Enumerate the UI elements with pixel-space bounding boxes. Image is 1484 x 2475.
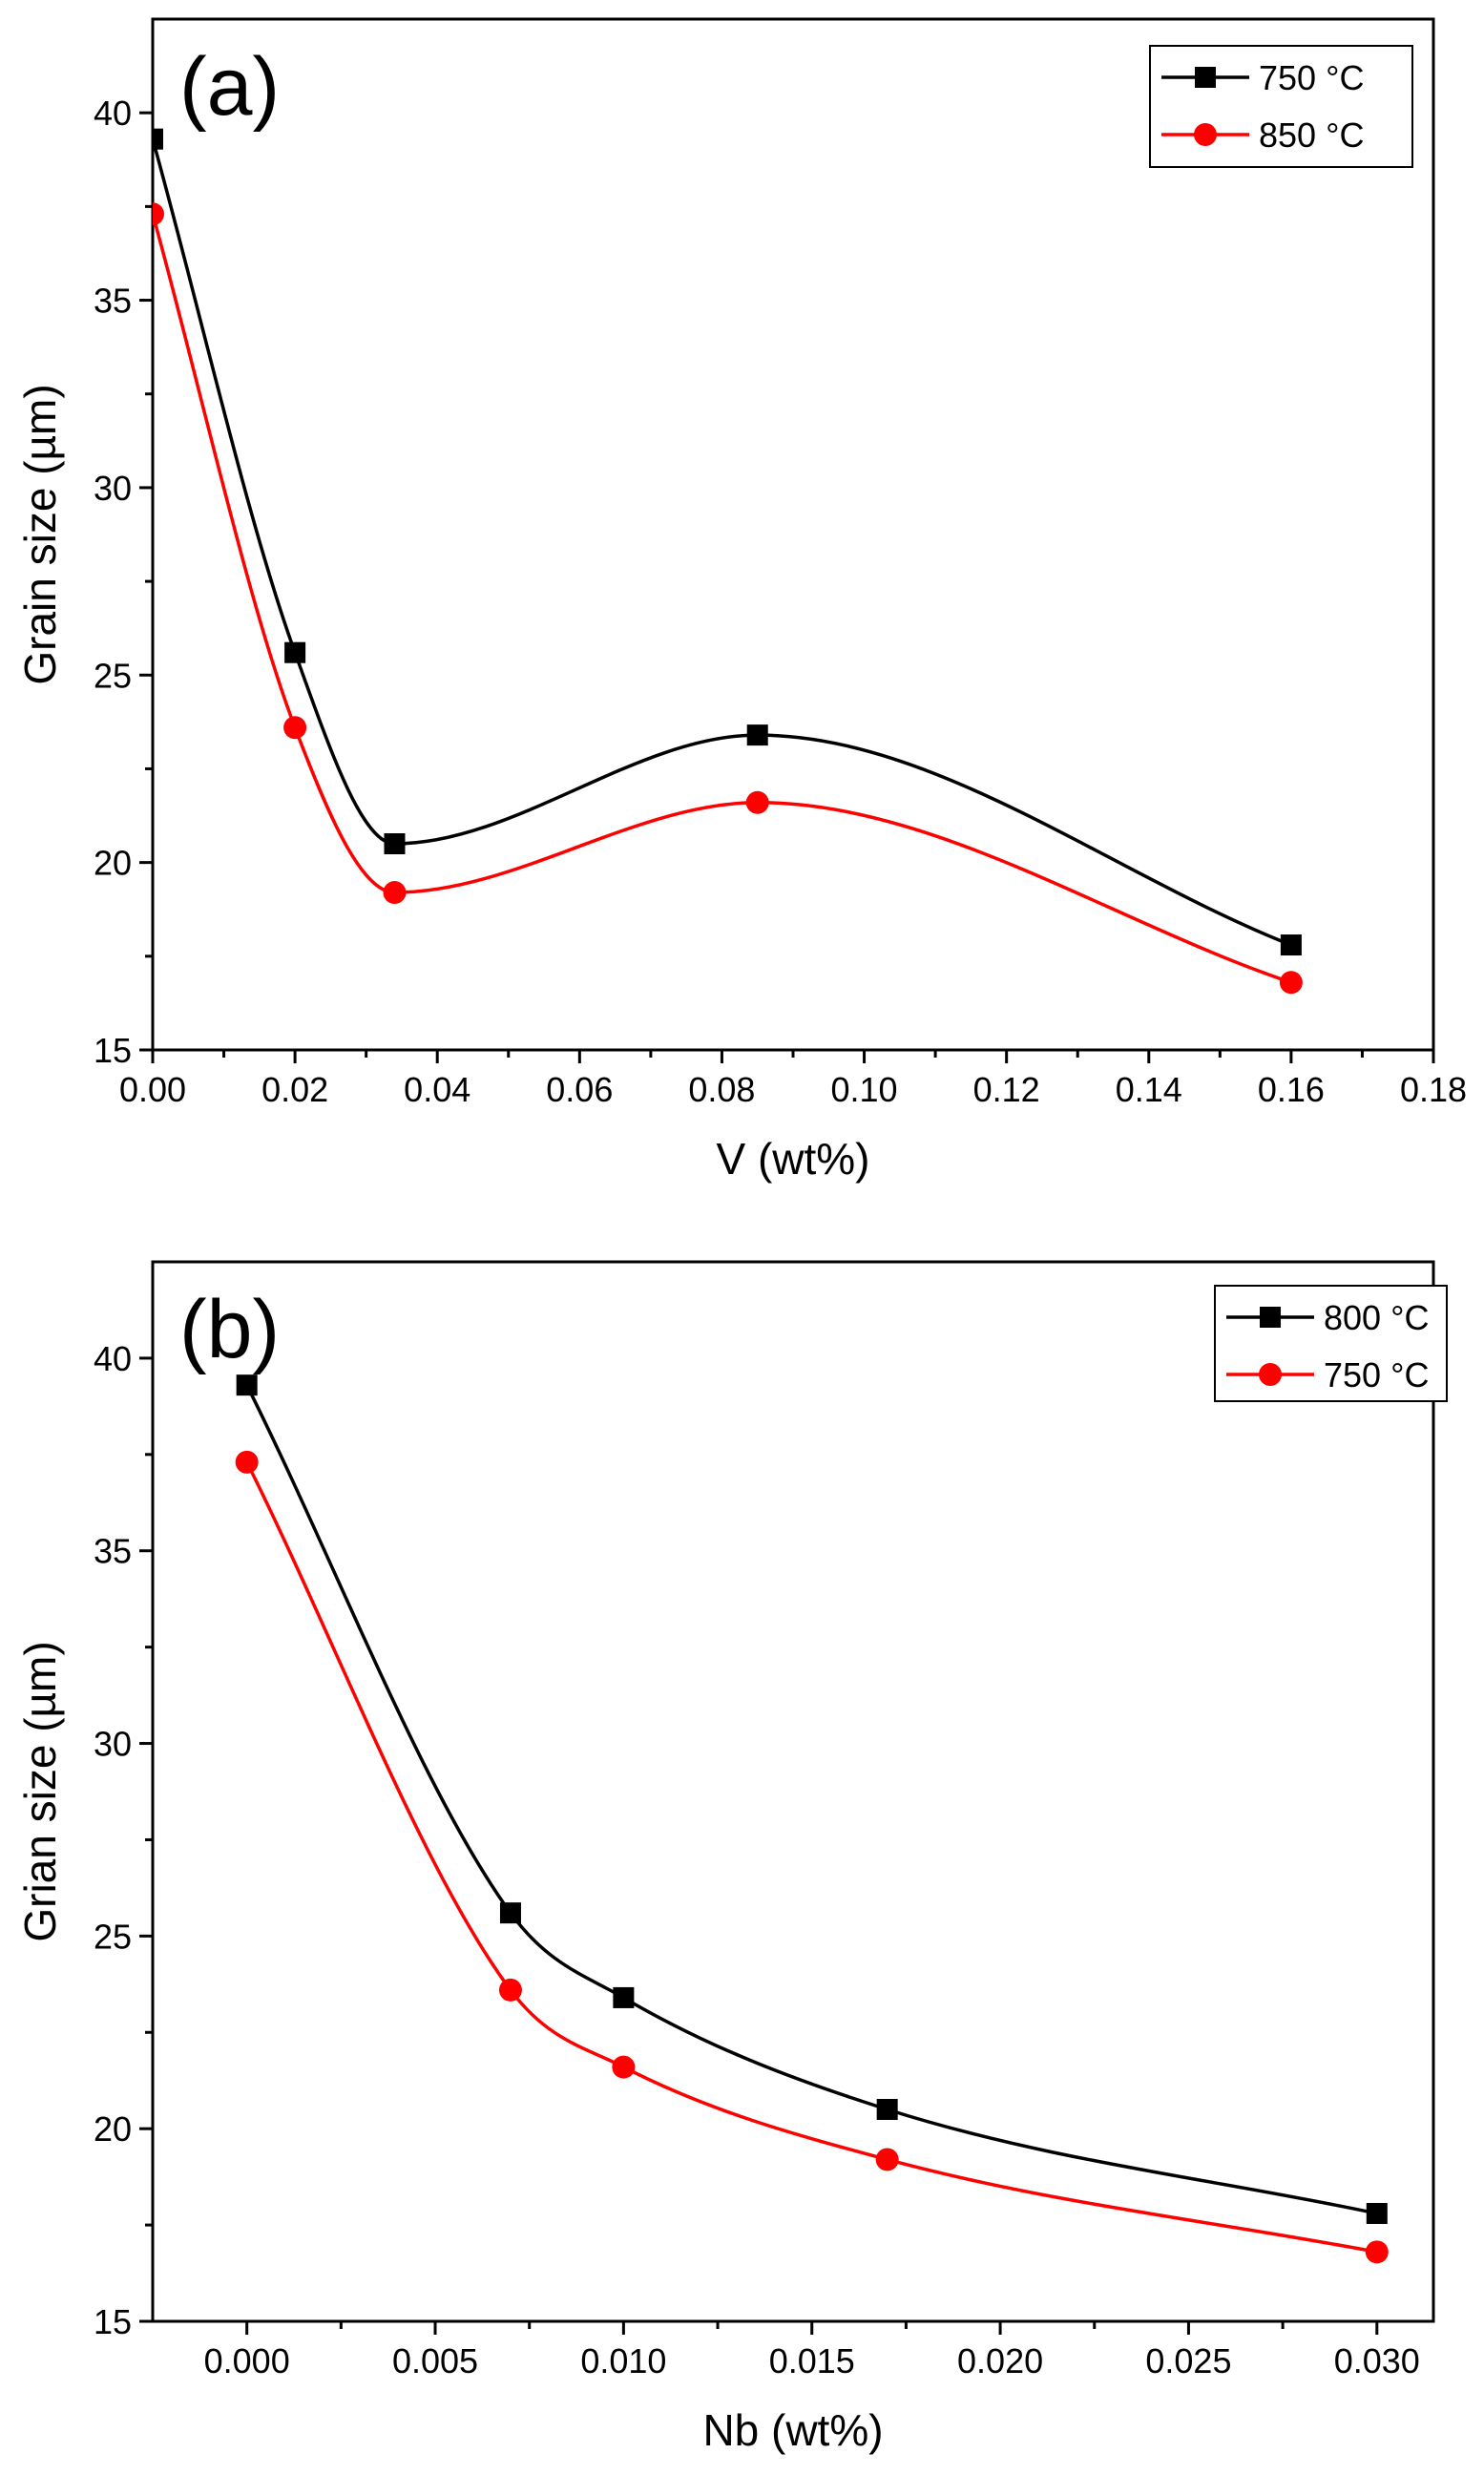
y-tick-label: 20 [94,2109,132,2149]
legend: 750 °C 850 °C [1149,45,1413,168]
y-tick-label: 40 [94,1339,132,1378]
y-tick-label: 25 [94,656,132,695]
data-point-circle [383,881,407,905]
x-tick-label: 0.000 [204,2341,290,2381]
data-point-square [746,724,768,746]
y-tick-label: 25 [94,1917,132,1956]
x-tick-label: 0.005 [392,2341,478,2381]
x-tick-label: 0.04 [404,1070,470,1109]
legend-marker-square [1260,1307,1281,1328]
legend-marker-square [1195,67,1216,88]
series-markers-0 [153,128,1302,956]
x-tick-label: 0.18 [1400,1070,1467,1109]
legend-label: 800 °C [1324,1298,1429,1337]
data-point-circle [498,1978,522,2002]
x-tick-label: 0.00 [119,1070,186,1109]
data-point-square [499,1902,521,1924]
y-tick-label: 15 [94,1031,132,1070]
y-tick-label: 35 [94,282,132,321]
x-tick-label: 0.025 [1145,2341,1231,2381]
data-point-circle [875,2148,899,2171]
y-tick-label: 35 [94,1532,132,1571]
x-tick-label: 0.10 [831,1070,898,1109]
series-markers-1 [153,202,1303,995]
x-tick-label: 0.020 [957,2341,1043,2381]
legend-box [1149,45,1413,168]
x-tick-label: 0.14 [1116,1070,1182,1109]
data-point-square [384,833,406,854]
y-tick-label: 40 [94,94,132,133]
data-point-square [153,128,163,150]
data-point-circle [1279,971,1303,995]
x-tick-label: 0.06 [546,1070,613,1109]
data-point-circle [283,716,307,740]
x-tick-label: 0.015 [769,2341,855,2381]
data-point-circle [235,1450,259,1474]
data-point-square [1280,934,1302,956]
legend-label: 750 °C [1259,58,1364,97]
legend-marker-circle [1194,123,1217,146]
data-point-square [284,641,306,663]
y-tick-label: 30 [94,469,132,508]
x-tick-label: 0.08 [688,1070,755,1109]
plot-frame [151,17,1435,1052]
x-tick-label: 0.030 [1334,2341,1420,2381]
y-axis-title: Grain size (µm) [15,384,65,684]
data-point-circle [612,2055,636,2079]
chart-panel-b: 0.000 0.005 0.010 0.015 0.020 0.025 0.030 15 20 2… [15,1260,1448,2455]
data-point-circle [745,790,769,814]
series-markers-1 [235,1450,1389,2264]
x-axis-title: V (wt%) [717,1134,870,1184]
y-tick-label: 15 [94,2302,132,2341]
data-point-circle [153,202,164,226]
y-tick-label: 30 [94,1725,132,1764]
series-markers-0 [236,1374,1388,2224]
data-point-circle [1365,2240,1389,2264]
legend-label: 750 °C [1324,1355,1429,1395]
x-tick-label: 0.02 [261,1070,328,1109]
panel-label: (a) [179,41,280,133]
legend-marker-circle [1259,1363,1282,1386]
data-point-square [876,2099,898,2120]
x-tick-label: 0.16 [1258,1070,1325,1109]
x-axis-title: Nb (wt%) [702,2405,883,2455]
series-line-0 [245,1384,1378,2215]
series-line-1 [153,213,1292,984]
data-point-square [1366,2202,1388,2224]
data-point-square [236,1374,258,1396]
panel-label: (b) [179,1284,280,1375]
plot-frame [151,1260,1435,2323]
legend: 800 °C 750 °C [1214,1285,1448,1402]
y-tick-label: 20 [94,844,132,883]
x-tick-label: 0.010 [580,2341,666,2381]
legend-box [1214,1285,1448,1402]
series-line-1 [245,1461,1378,2255]
x-tick-label: 0.12 [973,1070,1040,1109]
data-point-square [613,1986,635,2008]
series-line-0 [153,138,1292,947]
chart-panel-a: 0.00 0.02 0.04 0.06 0.08 0.10 0.12 0.14 0.16 0.18… [15,17,1467,1184]
legend-label: 850 °C [1259,115,1364,155]
y-axis-title: Grian size (µm) [15,1641,65,1941]
